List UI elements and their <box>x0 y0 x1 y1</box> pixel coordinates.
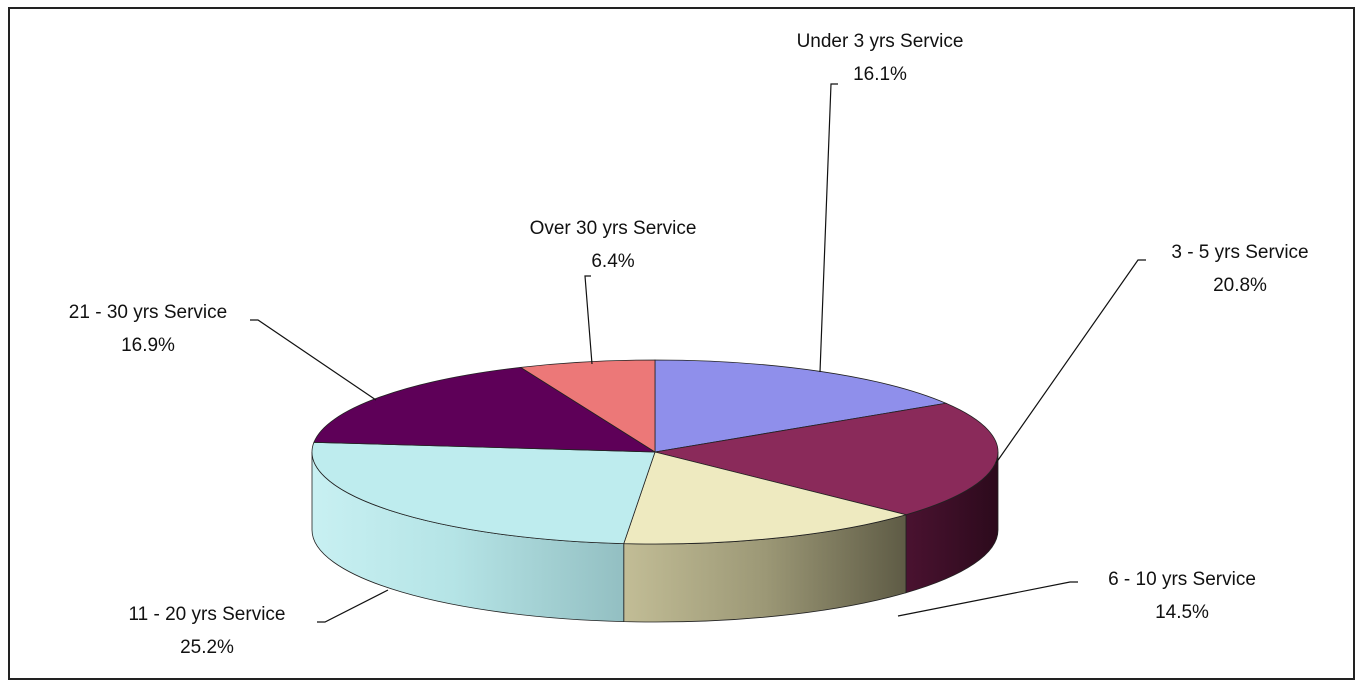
slice-value-6-10-yrs-service: 14.5% <box>1155 602 1209 623</box>
slice-label-21-30-yrs-service: 21 - 30 yrs Service <box>69 302 227 323</box>
pie-slice-6-10-yrs-service <box>623 451 908 545</box>
leader-line-under-3-yrs-service <box>819 83 838 373</box>
pie-top-layer <box>311 359 999 545</box>
data-labels: Under 3 yrs Service 16.1% 3 - 5 yrs Servic… <box>69 31 1309 658</box>
slice-value-21-30-yrs-service: 16.9% <box>121 335 175 356</box>
leader-line-over-30-yrs-service <box>584 275 593 365</box>
slice-value-under-3-yrs-service: 16.1% <box>853 64 907 85</box>
pie-slice-21-30-yrs-service <box>313 366 657 453</box>
slice-label-6-10-yrs-service: 6 - 10 yrs Service <box>1108 569 1256 590</box>
pie-slice-under-3-yrs-service <box>654 359 948 453</box>
slice-label-3-5-yrs-service: 3 - 5 yrs Service <box>1171 242 1308 263</box>
slice-label-under-3-yrs-service: Under 3 yrs Service <box>797 31 964 52</box>
slice-value-3-5-yrs-service: 20.8% <box>1213 275 1267 296</box>
pie-slice-over-30-yrs-service <box>519 359 656 453</box>
leader-line-11-20-yrs-service <box>317 589 389 623</box>
leader-line-3-5-yrs-service <box>995 259 1146 464</box>
leader-line-6-10-yrs-service <box>897 581 1078 617</box>
slice-label-over-30-yrs-service: Over 30 yrs Service <box>530 218 697 239</box>
pie-slice-3-5-yrs-service <box>654 402 999 516</box>
slice-value-11-20-yrs-service: 25.2% <box>180 637 234 658</box>
slice-value-over-30-yrs-service: 6.4% <box>591 251 634 272</box>
slice-label-11-20-yrs-service: 11 - 20 yrs Service <box>129 604 286 625</box>
leader-lines <box>250 83 1146 623</box>
pie-slice-11-20-yrs-service <box>311 441 656 545</box>
pie-side-layer <box>311 451 999 623</box>
leader-line-21-30-yrs-service <box>250 319 377 401</box>
